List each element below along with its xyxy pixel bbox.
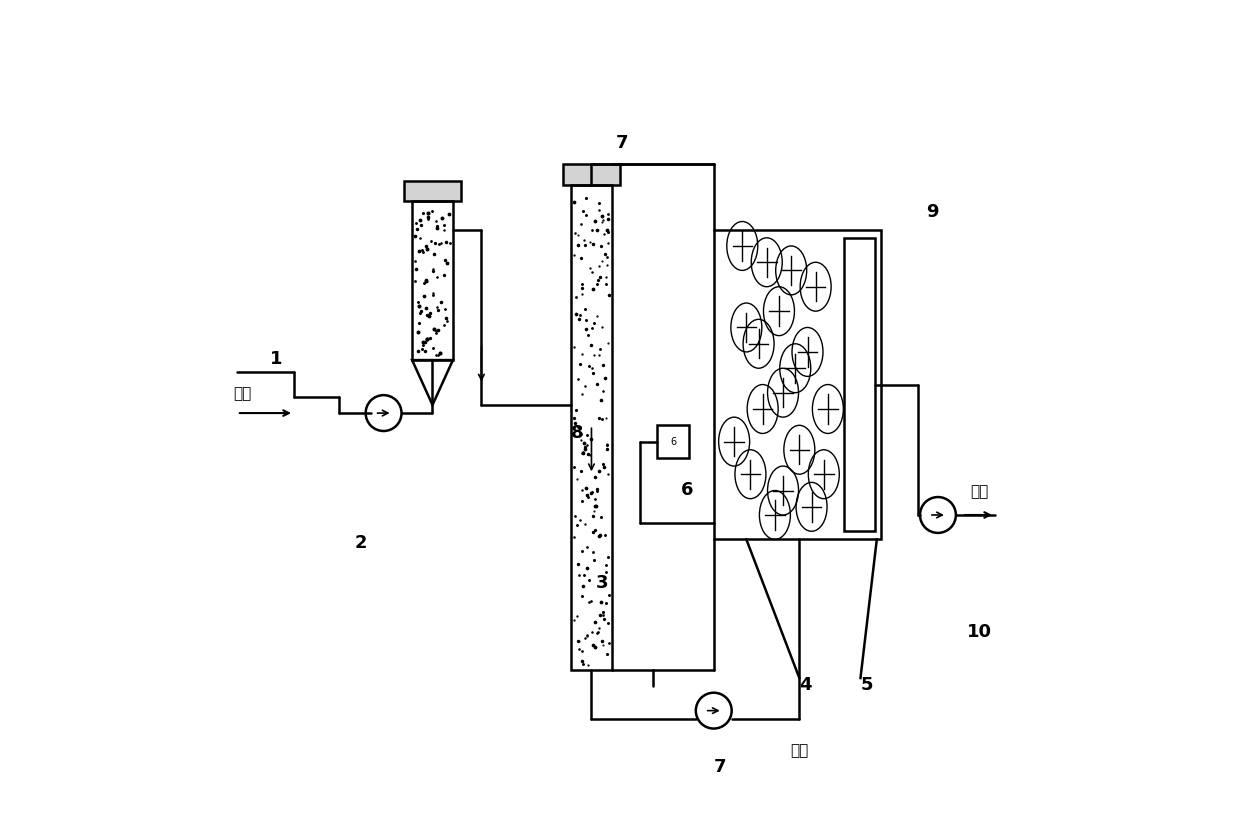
Text: 6: 6 <box>670 437 676 447</box>
Text: 2: 2 <box>355 533 367 551</box>
Bar <box>412 201 453 360</box>
Bar <box>572 185 611 670</box>
Text: 10: 10 <box>966 623 992 641</box>
Bar <box>657 425 689 458</box>
Text: 7: 7 <box>616 134 629 152</box>
Bar <box>404 181 461 201</box>
Text: 9: 9 <box>926 204 939 222</box>
Bar <box>844 238 875 531</box>
Text: 8: 8 <box>572 424 584 442</box>
Text: 5: 5 <box>861 676 873 694</box>
Text: 4: 4 <box>800 676 812 694</box>
Text: 7: 7 <box>714 757 727 775</box>
Text: 6: 6 <box>681 481 693 499</box>
Text: 1: 1 <box>269 350 281 368</box>
Text: 进水: 进水 <box>233 386 250 401</box>
Text: 3: 3 <box>595 574 608 592</box>
Bar <box>563 164 620 185</box>
Bar <box>714 230 880 539</box>
Text: 出水: 出水 <box>971 483 988 499</box>
Text: 回流: 回流 <box>790 744 808 758</box>
